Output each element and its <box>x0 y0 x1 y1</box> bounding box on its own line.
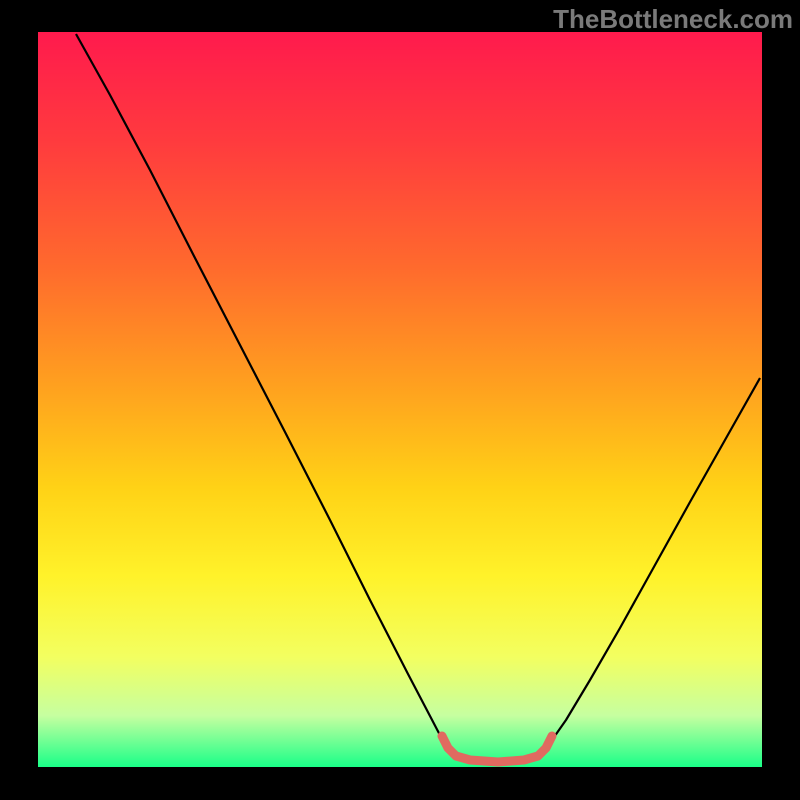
valley-highlight <box>442 736 552 762</box>
watermark-text: TheBottleneck.com <box>553 4 793 35</box>
curve-layer <box>0 0 800 800</box>
bottleneck-curve <box>76 34 760 760</box>
